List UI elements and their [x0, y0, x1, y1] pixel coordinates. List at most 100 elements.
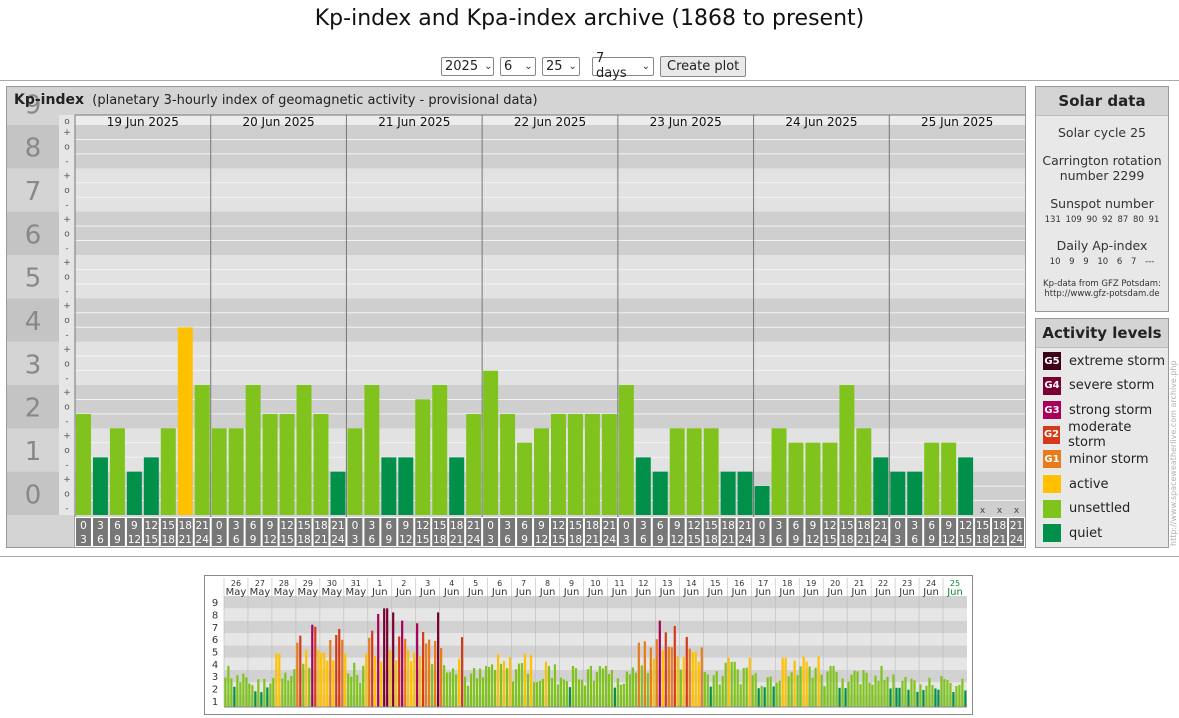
- mini-kp-bar: [290, 675, 293, 707]
- mini-month-label: Jun: [850, 587, 867, 598]
- interval-end: 3: [352, 534, 359, 546]
- mini-kp-bar: [733, 661, 736, 707]
- interval-start: 3: [97, 520, 104, 532]
- interval-end: 24: [1010, 534, 1024, 546]
- interval-end: 21: [450, 534, 463, 546]
- missing-marker: x: [997, 506, 1003, 516]
- mini-kp-bar: [344, 653, 347, 707]
- mini-kp-bar: [251, 685, 254, 707]
- mini-kp-bar: [287, 680, 290, 707]
- mini-month-label: Jun: [659, 587, 676, 598]
- mini-kp-bar: [766, 677, 769, 707]
- month-select[interactable]: 6 ⌄: [500, 56, 536, 76]
- day-select[interactable]: 25 ⌄: [542, 56, 580, 76]
- interval-cell: [76, 518, 91, 546]
- create-plot-button[interactable]: Create plot: [660, 55, 747, 77]
- interval-start: 3: [233, 520, 240, 532]
- activity-level-moderate-storm: G2 moderate storm: [1043, 420, 1168, 450]
- year-select[interactable]: 2025 ⌄: [441, 56, 494, 76]
- y-label-band: [7, 341, 59, 385]
- mini-kp-bar: [778, 680, 781, 707]
- mini-kp-bar: [892, 674, 895, 707]
- kp-bar: [669, 428, 685, 515]
- mini-y-label: 8: [212, 611, 218, 622]
- interval-start: 3: [776, 520, 783, 532]
- interval-start: 3: [640, 520, 647, 532]
- range-select[interactable]: 7 days ⌄: [592, 51, 654, 81]
- y-major-label: 2: [25, 394, 42, 424]
- monthly-overview-chart[interactable]: 1 2 3 4 5 6 7 8 9 26 May 27 May 28 May 29 May 30 May 31 May 1…: [204, 575, 973, 715]
- mini-kp-bar: [670, 647, 673, 707]
- mini-kp-bar: [242, 673, 245, 707]
- mini-kp-bar: [353, 662, 356, 707]
- interval-start: 18: [179, 520, 192, 532]
- mini-kp-bar: [853, 670, 856, 707]
- y-minor-label: -: [65, 157, 68, 167]
- day-label: 19 Jun 2025: [107, 115, 179, 129]
- mini-kp-bar: [940, 675, 943, 707]
- mini-kp-bar: [383, 608, 386, 707]
- mini-day-number: 25: [950, 579, 960, 588]
- kp-bar: [296, 385, 312, 515]
- interval-cell: [737, 518, 753, 546]
- mini-kp-bar: [934, 688, 937, 707]
- mini-kp-bar: [724, 662, 727, 707]
- activity-label: minor storm: [1069, 451, 1149, 467]
- interval-end: 12: [263, 534, 276, 546]
- mini-kp-bar: [943, 679, 946, 707]
- mini-kp-bar: [622, 683, 625, 707]
- interval-end: 3: [759, 534, 766, 546]
- plot-band: [75, 255, 1025, 299]
- mini-kp-bar: [496, 654, 500, 707]
- mini-kp-bar: [553, 664, 557, 707]
- interval-end: 6: [640, 534, 647, 546]
- y-major-label: 3: [25, 350, 42, 380]
- interval-start: 9: [538, 520, 545, 532]
- interval-cell: [890, 518, 906, 546]
- mini-kp-bar: [544, 661, 548, 707]
- y-minor-label: o: [64, 446, 70, 456]
- chevron-down-icon: ⌄: [524, 60, 533, 72]
- mini-month-label: May: [250, 587, 271, 598]
- mini-kp-bar: [937, 689, 940, 707]
- mini-kp-bar: [754, 673, 757, 707]
- range-value: 7 days: [596, 51, 627, 81]
- interval-end: 18: [569, 534, 582, 546]
- carrington-line-2: number 2299: [1059, 168, 1145, 183]
- mini-kp-bar: [392, 612, 395, 707]
- mini-kp-bar: [386, 608, 389, 707]
- interval-start: 9: [267, 520, 274, 532]
- mini-kp-bar: [610, 670, 613, 707]
- mini-kp-bar: [652, 658, 655, 707]
- mini-kp-bar: [350, 676, 353, 707]
- activity-swatch: G5: [1043, 352, 1061, 370]
- interval-end: 9: [793, 534, 800, 546]
- interval-start: 12: [959, 520, 972, 532]
- mini-day-number: 30: [327, 579, 337, 588]
- y-minor-label: o: [64, 359, 70, 369]
- mini-day-number: 22: [878, 579, 888, 588]
- mini-kp-bar: [682, 656, 685, 707]
- carrington-line-1: Carrington rotation: [1042, 153, 1162, 168]
- interval-end: 15: [280, 534, 293, 546]
- interval-end: 6: [504, 534, 511, 546]
- mini-kp-bar: [463, 676, 467, 707]
- mini-kp-bar: [760, 685, 763, 707]
- kp-bar: [618, 385, 634, 515]
- mini-kp-bar: [868, 682, 871, 707]
- interval-cell: [839, 518, 855, 546]
- mini-kp-bar: [874, 675, 877, 707]
- mini-day-number: 27: [255, 579, 265, 588]
- interval-end: 12: [942, 534, 955, 546]
- kp-bar: [703, 428, 719, 515]
- mini-kp-bar: [730, 661, 733, 707]
- mini-day-number: 1: [377, 579, 382, 588]
- interval-cell: [771, 518, 787, 546]
- mini-kp-bar: [856, 671, 859, 707]
- mini-day-number: 13: [662, 579, 672, 588]
- mini-kp-bar: [631, 667, 634, 707]
- mini-kp-bar: [478, 668, 482, 707]
- interval-end: 18: [433, 534, 446, 546]
- mini-kp-bar: [688, 648, 691, 707]
- mini-kp-bar: [952, 692, 955, 707]
